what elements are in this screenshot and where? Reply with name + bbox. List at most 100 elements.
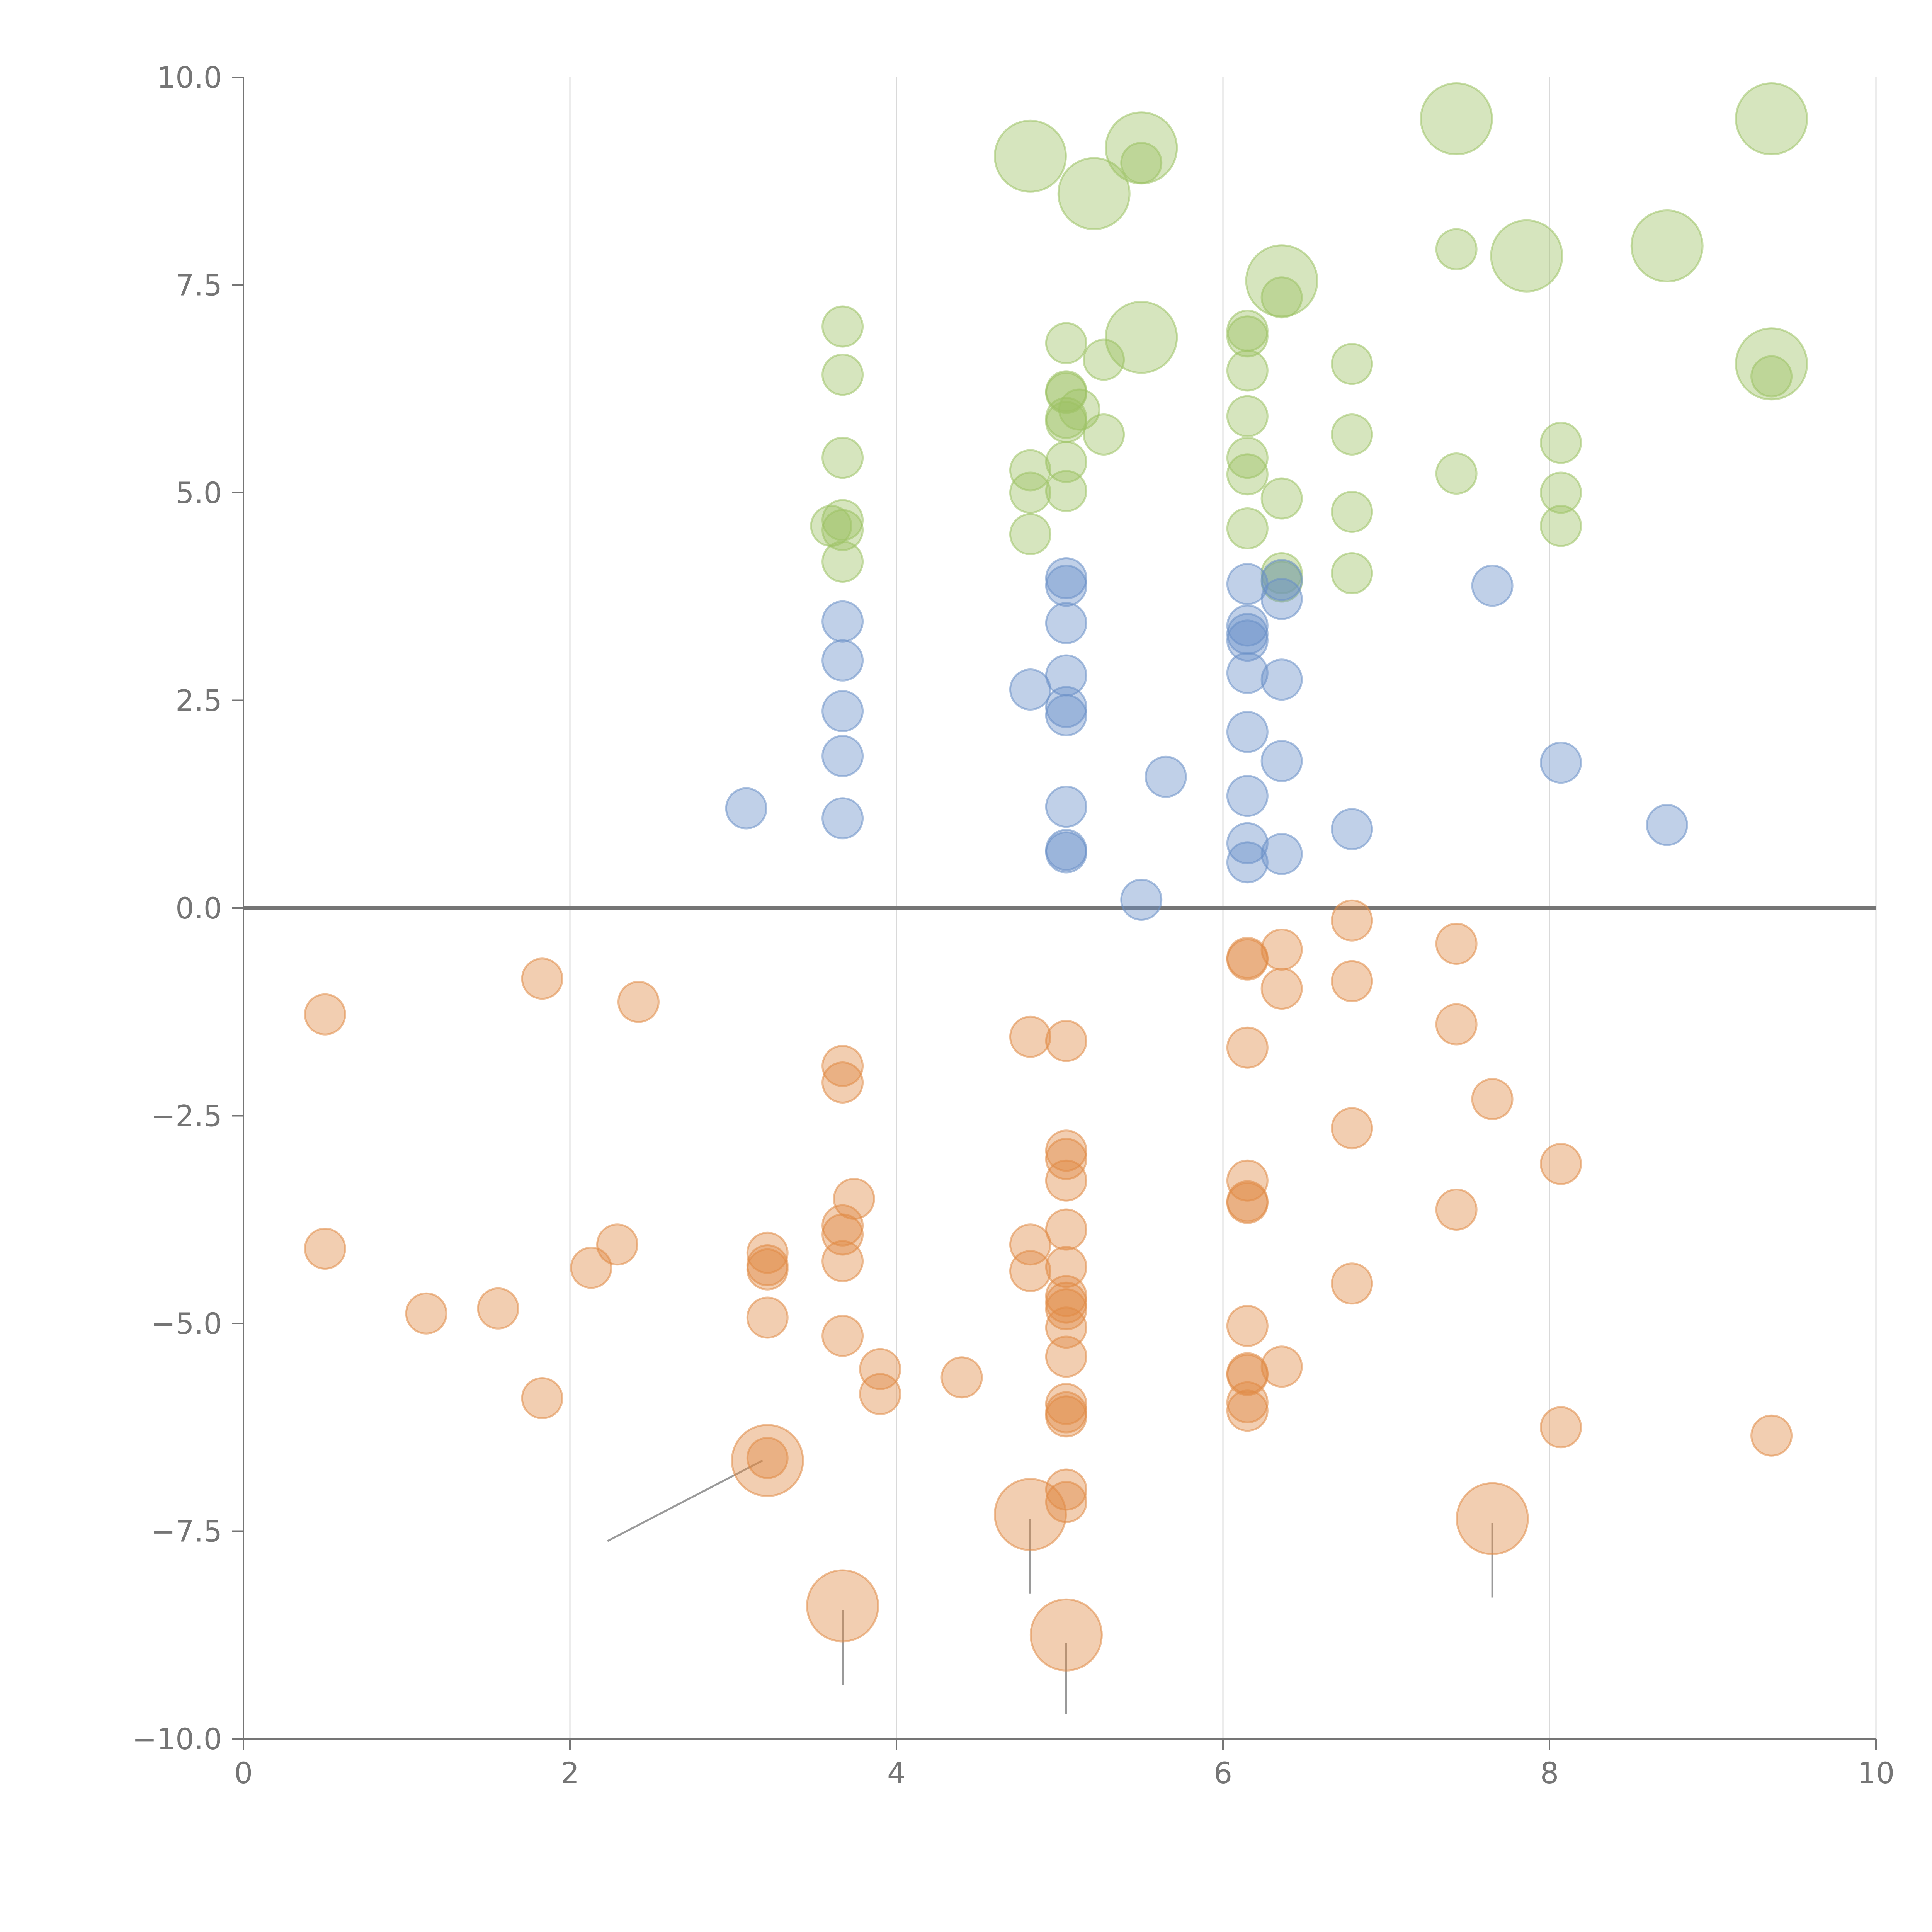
data-point-orange — [821, 1204, 864, 1247]
data-point-blue — [1260, 740, 1303, 782]
data-point-green — [1226, 437, 1269, 479]
data-point-green-large — [1245, 244, 1318, 318]
data-point-orange-large — [731, 1424, 804, 1497]
data-point-blue — [1120, 879, 1163, 921]
data-point-orange — [1045, 1395, 1087, 1438]
data-point-green — [1226, 395, 1269, 437]
data-point-blue — [1260, 559, 1303, 601]
tick-labels: 0 2 4 6 8 10 10.0 7.5 5.0 2.5 0.0 −2.5 −5.0 −7.5 −10.0 — [132, 60, 1895, 1790]
x-tick-label: 8 — [1540, 1756, 1559, 1790]
y-tick-label: −5.0 — [151, 1306, 222, 1341]
data-point-green-large — [1105, 301, 1178, 374]
x-tick-label: 10 — [1857, 1756, 1895, 1790]
data-point-green — [821, 540, 864, 583]
data-point-green — [1045, 322, 1087, 364]
data-point-orange — [1331, 1262, 1373, 1305]
data-point-orange — [1045, 1159, 1087, 1202]
data-point-blue — [1045, 565, 1087, 607]
data-point-orange — [617, 981, 660, 1023]
data-point-orange — [859, 1348, 901, 1390]
data-point-blue — [1260, 578, 1303, 620]
data-point-blue — [1045, 602, 1087, 645]
x-tick-label: 0 — [234, 1756, 253, 1790]
data-point-orange — [1045, 1138, 1087, 1180]
data-point-orange — [521, 957, 563, 1000]
y-tick-label: 0.0 — [175, 891, 222, 925]
data-point-green — [1226, 507, 1269, 549]
data-point-orange — [821, 1045, 864, 1087]
data-point-blue — [1226, 619, 1269, 662]
data-point-blue — [1226, 822, 1269, 864]
data-point-green — [821, 499, 864, 541]
data-point-green — [1009, 471, 1051, 514]
data-point-blue — [1045, 831, 1087, 874]
data-point-orange — [1226, 1182, 1269, 1224]
data-point-orange — [1750, 1414, 1793, 1457]
data-point-orange — [1045, 1208, 1087, 1251]
data-point-green — [1331, 343, 1373, 385]
y-tick-label: −7.5 — [151, 1514, 222, 1549]
leader-lines — [607, 1459, 1493, 1714]
data-point-green — [821, 437, 864, 479]
data-point-green — [821, 354, 864, 396]
data-point-green — [1009, 449, 1051, 492]
data-point-orange — [596, 1223, 639, 1266]
x-tick-label: 6 — [1214, 1756, 1232, 1790]
data-point-green — [1260, 477, 1303, 520]
data-point-orange — [1331, 899, 1373, 942]
data-point-green — [1750, 355, 1793, 398]
data-point-orange — [1260, 1345, 1303, 1388]
data-point-blue — [1226, 775, 1269, 817]
data-point-orange — [746, 1437, 789, 1479]
data-point-blue — [725, 787, 767, 830]
data-point-orange — [1435, 1188, 1478, 1231]
data-point-blue — [821, 600, 864, 643]
y-tick-label: 10.0 — [157, 60, 222, 95]
y-tick-label: −10.0 — [132, 1722, 222, 1756]
data-point-orange — [405, 1292, 447, 1335]
data-point-blue — [1260, 658, 1303, 701]
data-point-blue — [1331, 808, 1373, 850]
data-point-orange — [1260, 968, 1303, 1010]
data-point-orange — [477, 1287, 519, 1330]
x-tick-label: 4 — [887, 1756, 906, 1790]
y-tick-label: 2.5 — [175, 684, 222, 718]
data-point-green — [1045, 372, 1087, 414]
data-point-orange — [821, 1240, 864, 1282]
data-point-blue — [821, 797, 864, 840]
data-point-blue — [1045, 786, 1087, 828]
data-point-orange — [1331, 960, 1373, 1002]
data-point-green-large — [1735, 327, 1808, 401]
data-point-orange — [1045, 1246, 1087, 1288]
data-point-green — [1226, 453, 1269, 496]
data-point-blue — [1226, 841, 1269, 884]
data-point-green-large — [1057, 157, 1131, 230]
data-point-orange-large — [806, 1569, 879, 1643]
data-point-green — [1540, 471, 1582, 514]
data-point-blue — [821, 690, 864, 732]
y-tick-label: −2.5 — [151, 1099, 222, 1133]
data-point-orange — [746, 1248, 789, 1291]
data-point-orange — [1435, 922, 1478, 965]
data-point-orange — [1045, 1335, 1087, 1378]
data-point-orange — [1226, 938, 1269, 981]
data-points — [304, 82, 1808, 1672]
data-point-orange — [1045, 1481, 1087, 1523]
data-point-orange — [304, 1228, 346, 1270]
data-point-green — [1435, 452, 1478, 495]
data-point-blue — [1260, 833, 1303, 875]
data-point-green — [810, 505, 852, 547]
data-point-green — [1226, 349, 1269, 392]
data-point-green — [1331, 490, 1373, 533]
data-point-orange — [746, 1296, 789, 1339]
data-point-green-large — [1735, 82, 1808, 155]
data-point-green — [1083, 338, 1125, 381]
data-point-orange-large — [993, 1478, 1067, 1551]
data-point-orange — [1226, 1389, 1269, 1432]
data-point-green — [1540, 422, 1582, 464]
data-point-orange — [746, 1231, 789, 1274]
x-tick-label: 2 — [561, 1756, 579, 1790]
data-point-orange — [1045, 1020, 1087, 1062]
data-point-orange — [1331, 1107, 1373, 1150]
